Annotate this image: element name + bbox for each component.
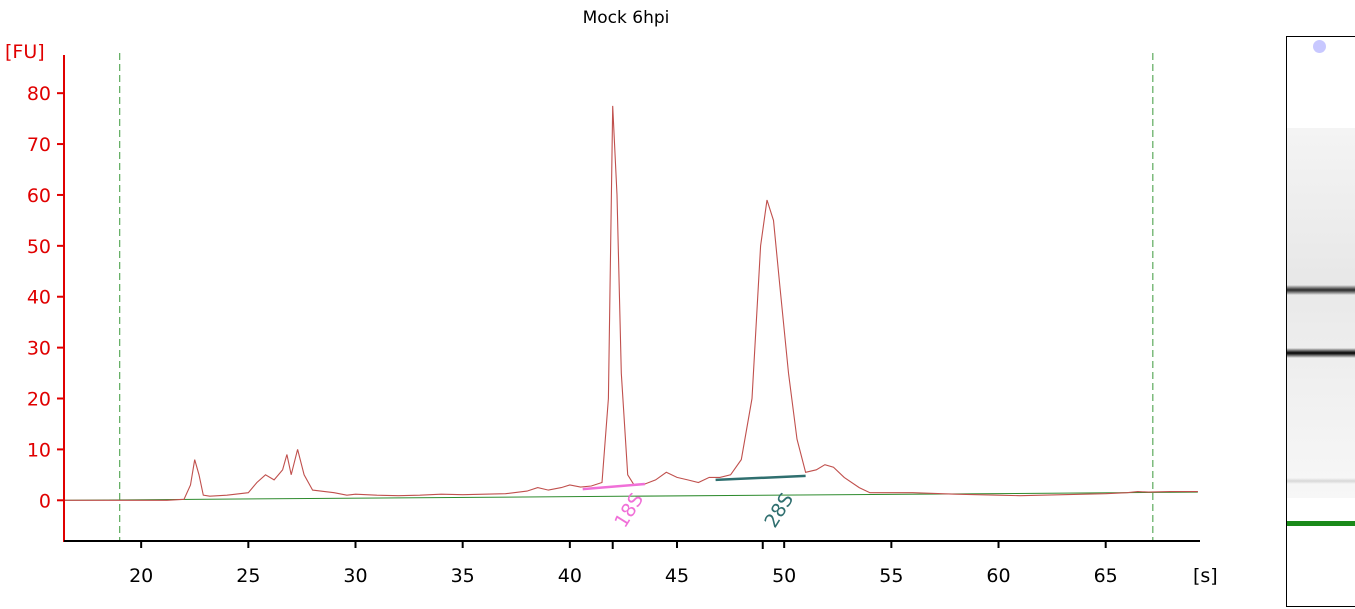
x-tick-label-50: 50 (772, 565, 796, 587)
x-tick-label-65: 65 (1094, 565, 1118, 587)
x-tick-label-25: 25 (236, 565, 260, 587)
y-tick-label-10: 10 (27, 439, 51, 461)
y-tick-label-60: 60 (27, 185, 51, 207)
y-tick-label-30: 30 (27, 338, 51, 360)
x-tick-label-35: 35 (451, 565, 475, 587)
y-tick-label-20: 20 (27, 389, 51, 411)
gel-band-0 (1287, 285, 1355, 295)
gel-band-1 (1287, 348, 1355, 358)
y-tick-label-0: 0 (39, 490, 51, 512)
gel-band-2 (1287, 478, 1355, 484)
chart-title: Mock 6hpi (583, 8, 670, 28)
y-axis-label: [FU] (5, 41, 45, 63)
x-tick-label-20: 20 (129, 565, 153, 587)
peak-range-28S (715, 474, 806, 482)
signal-trace (64, 105, 1198, 501)
peak-range-18S (582, 482, 645, 491)
x-tick-label-40: 40 (558, 565, 582, 587)
gel-smear (1287, 128, 1355, 498)
y-tick-label-80: 80 (27, 83, 51, 105)
x-tick-label-60: 60 (986, 565, 1010, 587)
gel-band-3 (1287, 521, 1355, 526)
x-axis-label: [s] (1193, 565, 1218, 587)
x-tick-label-45: 45 (665, 565, 689, 587)
y-tick-label-50: 50 (27, 236, 51, 258)
gel-lane-image (1286, 36, 1355, 607)
gel-top-marker-icon (1313, 40, 1326, 53)
x-tick-label-30: 30 (343, 565, 367, 587)
y-tick-label-40: 40 (27, 287, 51, 309)
x-tick-label-55: 55 (879, 565, 903, 587)
baseline-line (63, 491, 1198, 501)
y-tick-label-70: 70 (27, 134, 51, 156)
peak-label-18S: 18S (610, 489, 648, 531)
